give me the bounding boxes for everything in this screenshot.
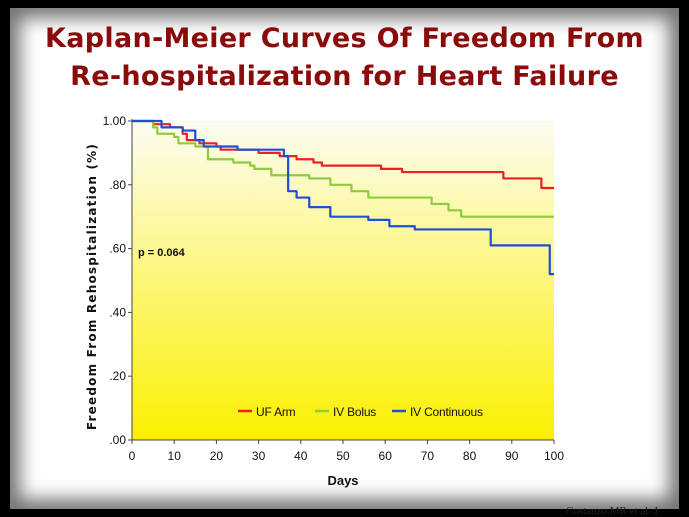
title-line-1: Kaplan-Meier Curves Of Freedom From xyxy=(45,23,644,54)
slide-title: Kaplan-Meier Curves Of Freedom From Re-h… xyxy=(0,20,689,96)
title-line-2: Re-hospitalization for Heart Failure xyxy=(70,61,619,92)
y-tick-label: .20 xyxy=(109,369,126,383)
legend-item-iv-bolus: IV Bolus xyxy=(315,405,376,419)
series-line-iv-continuous xyxy=(132,119,554,276)
y-tick-label: .00 xyxy=(109,433,126,447)
y-tick-label: 1.00 xyxy=(103,114,127,128)
y-tick-label: .40 xyxy=(109,305,126,319)
x-tick-label: 40 xyxy=(294,449,308,463)
legend-item-iv-continuous: IV Continuous xyxy=(392,405,483,419)
plot-area xyxy=(132,121,554,440)
legend-item-uf-arm: UF Arm xyxy=(238,405,296,419)
series-line-iv-bolus xyxy=(132,119,554,218)
y-tick-label: .80 xyxy=(109,178,126,192)
legend-label: IV Continuous xyxy=(410,405,483,419)
x-tick-label: 80 xyxy=(463,449,477,463)
x-axis-label: Days xyxy=(327,473,358,488)
legend-label: IV Bolus xyxy=(333,405,376,419)
legend-label: UF Arm xyxy=(256,405,296,419)
y-axis-label: Freedom From Rehospitalization (%) xyxy=(85,143,99,430)
citation: Costanzo MR et al. J xyxy=(566,505,658,517)
x-tick-label: 20 xyxy=(210,449,224,463)
p-value-annotation: p = 0.064 xyxy=(138,247,186,259)
x-tick-label: 50 xyxy=(336,449,350,463)
x-tick-label: 70 xyxy=(421,449,435,463)
x-tick-label: 30 xyxy=(252,449,266,463)
x-tick-label: 10 xyxy=(168,449,182,463)
x-tick-label: 100 xyxy=(544,449,564,463)
x-tick-label: 90 xyxy=(505,449,519,463)
y-tick-label: .60 xyxy=(109,242,126,256)
x-tick-label: 60 xyxy=(379,449,393,463)
x-tick-label: 0 xyxy=(129,449,136,463)
